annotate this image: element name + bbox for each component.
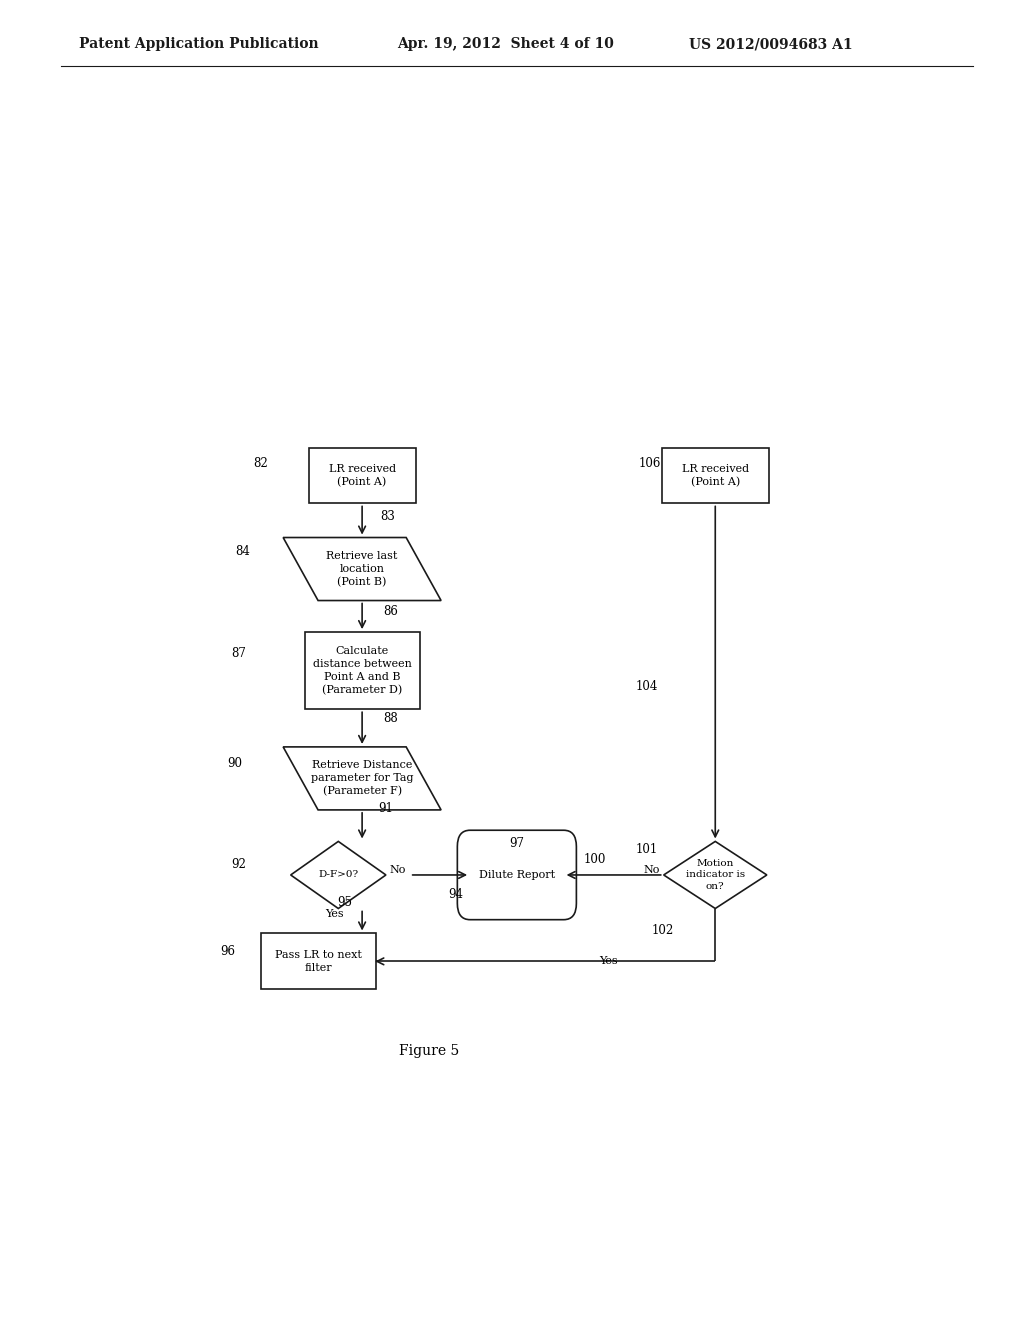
Text: D-F>0?: D-F>0?: [318, 870, 358, 879]
Text: Apr. 19, 2012  Sheet 4 of 10: Apr. 19, 2012 Sheet 4 of 10: [397, 37, 614, 51]
Polygon shape: [284, 537, 441, 601]
Text: Retrieve last
location
(Point B): Retrieve last location (Point B): [327, 550, 397, 587]
Text: No: No: [643, 865, 659, 875]
Text: 106: 106: [639, 457, 662, 470]
Text: Figure 5: Figure 5: [399, 1044, 460, 1057]
Text: Yes: Yes: [325, 908, 343, 919]
Text: 94: 94: [449, 888, 464, 900]
Text: 96: 96: [220, 945, 236, 958]
FancyBboxPatch shape: [662, 447, 769, 503]
Text: 82: 82: [253, 457, 268, 470]
Text: Retrieve Distance
parameter for Tag
(Parameter F): Retrieve Distance parameter for Tag (Par…: [311, 760, 414, 796]
Text: Pass LR to next
filter: Pass LR to next filter: [275, 950, 361, 973]
Text: 87: 87: [231, 647, 246, 660]
Text: 86: 86: [384, 605, 398, 618]
Text: 91: 91: [378, 803, 393, 816]
Text: 84: 84: [236, 545, 250, 558]
Text: Dilute Report: Dilute Report: [479, 870, 555, 880]
FancyBboxPatch shape: [308, 447, 416, 503]
Text: Motion
indicator is
on?: Motion indicator is on?: [686, 859, 744, 891]
Text: 95: 95: [338, 896, 352, 909]
Text: 92: 92: [231, 858, 246, 871]
Text: LR received
(Point A): LR received (Point A): [329, 463, 395, 487]
FancyBboxPatch shape: [261, 933, 376, 989]
Polygon shape: [291, 841, 386, 908]
Text: Calculate
distance between
Point A and B
(Parameter D): Calculate distance between Point A and B…: [312, 647, 412, 696]
Text: 100: 100: [584, 853, 606, 866]
Text: LR received
(Point A): LR received (Point A): [682, 463, 749, 487]
Text: 101: 101: [636, 843, 658, 857]
Text: 90: 90: [227, 756, 243, 770]
Text: No: No: [390, 865, 407, 875]
Text: Yes: Yes: [599, 957, 617, 966]
Text: 97: 97: [510, 837, 524, 850]
Text: 102: 102: [652, 924, 674, 937]
Text: 104: 104: [636, 680, 658, 693]
Polygon shape: [664, 841, 767, 908]
FancyBboxPatch shape: [304, 632, 420, 709]
Text: 83: 83: [380, 510, 395, 523]
Text: US 2012/0094683 A1: US 2012/0094683 A1: [689, 37, 853, 51]
Text: 88: 88: [384, 711, 398, 725]
Text: Patent Application Publication: Patent Application Publication: [79, 37, 318, 51]
FancyBboxPatch shape: [458, 830, 577, 920]
Polygon shape: [284, 747, 441, 810]
